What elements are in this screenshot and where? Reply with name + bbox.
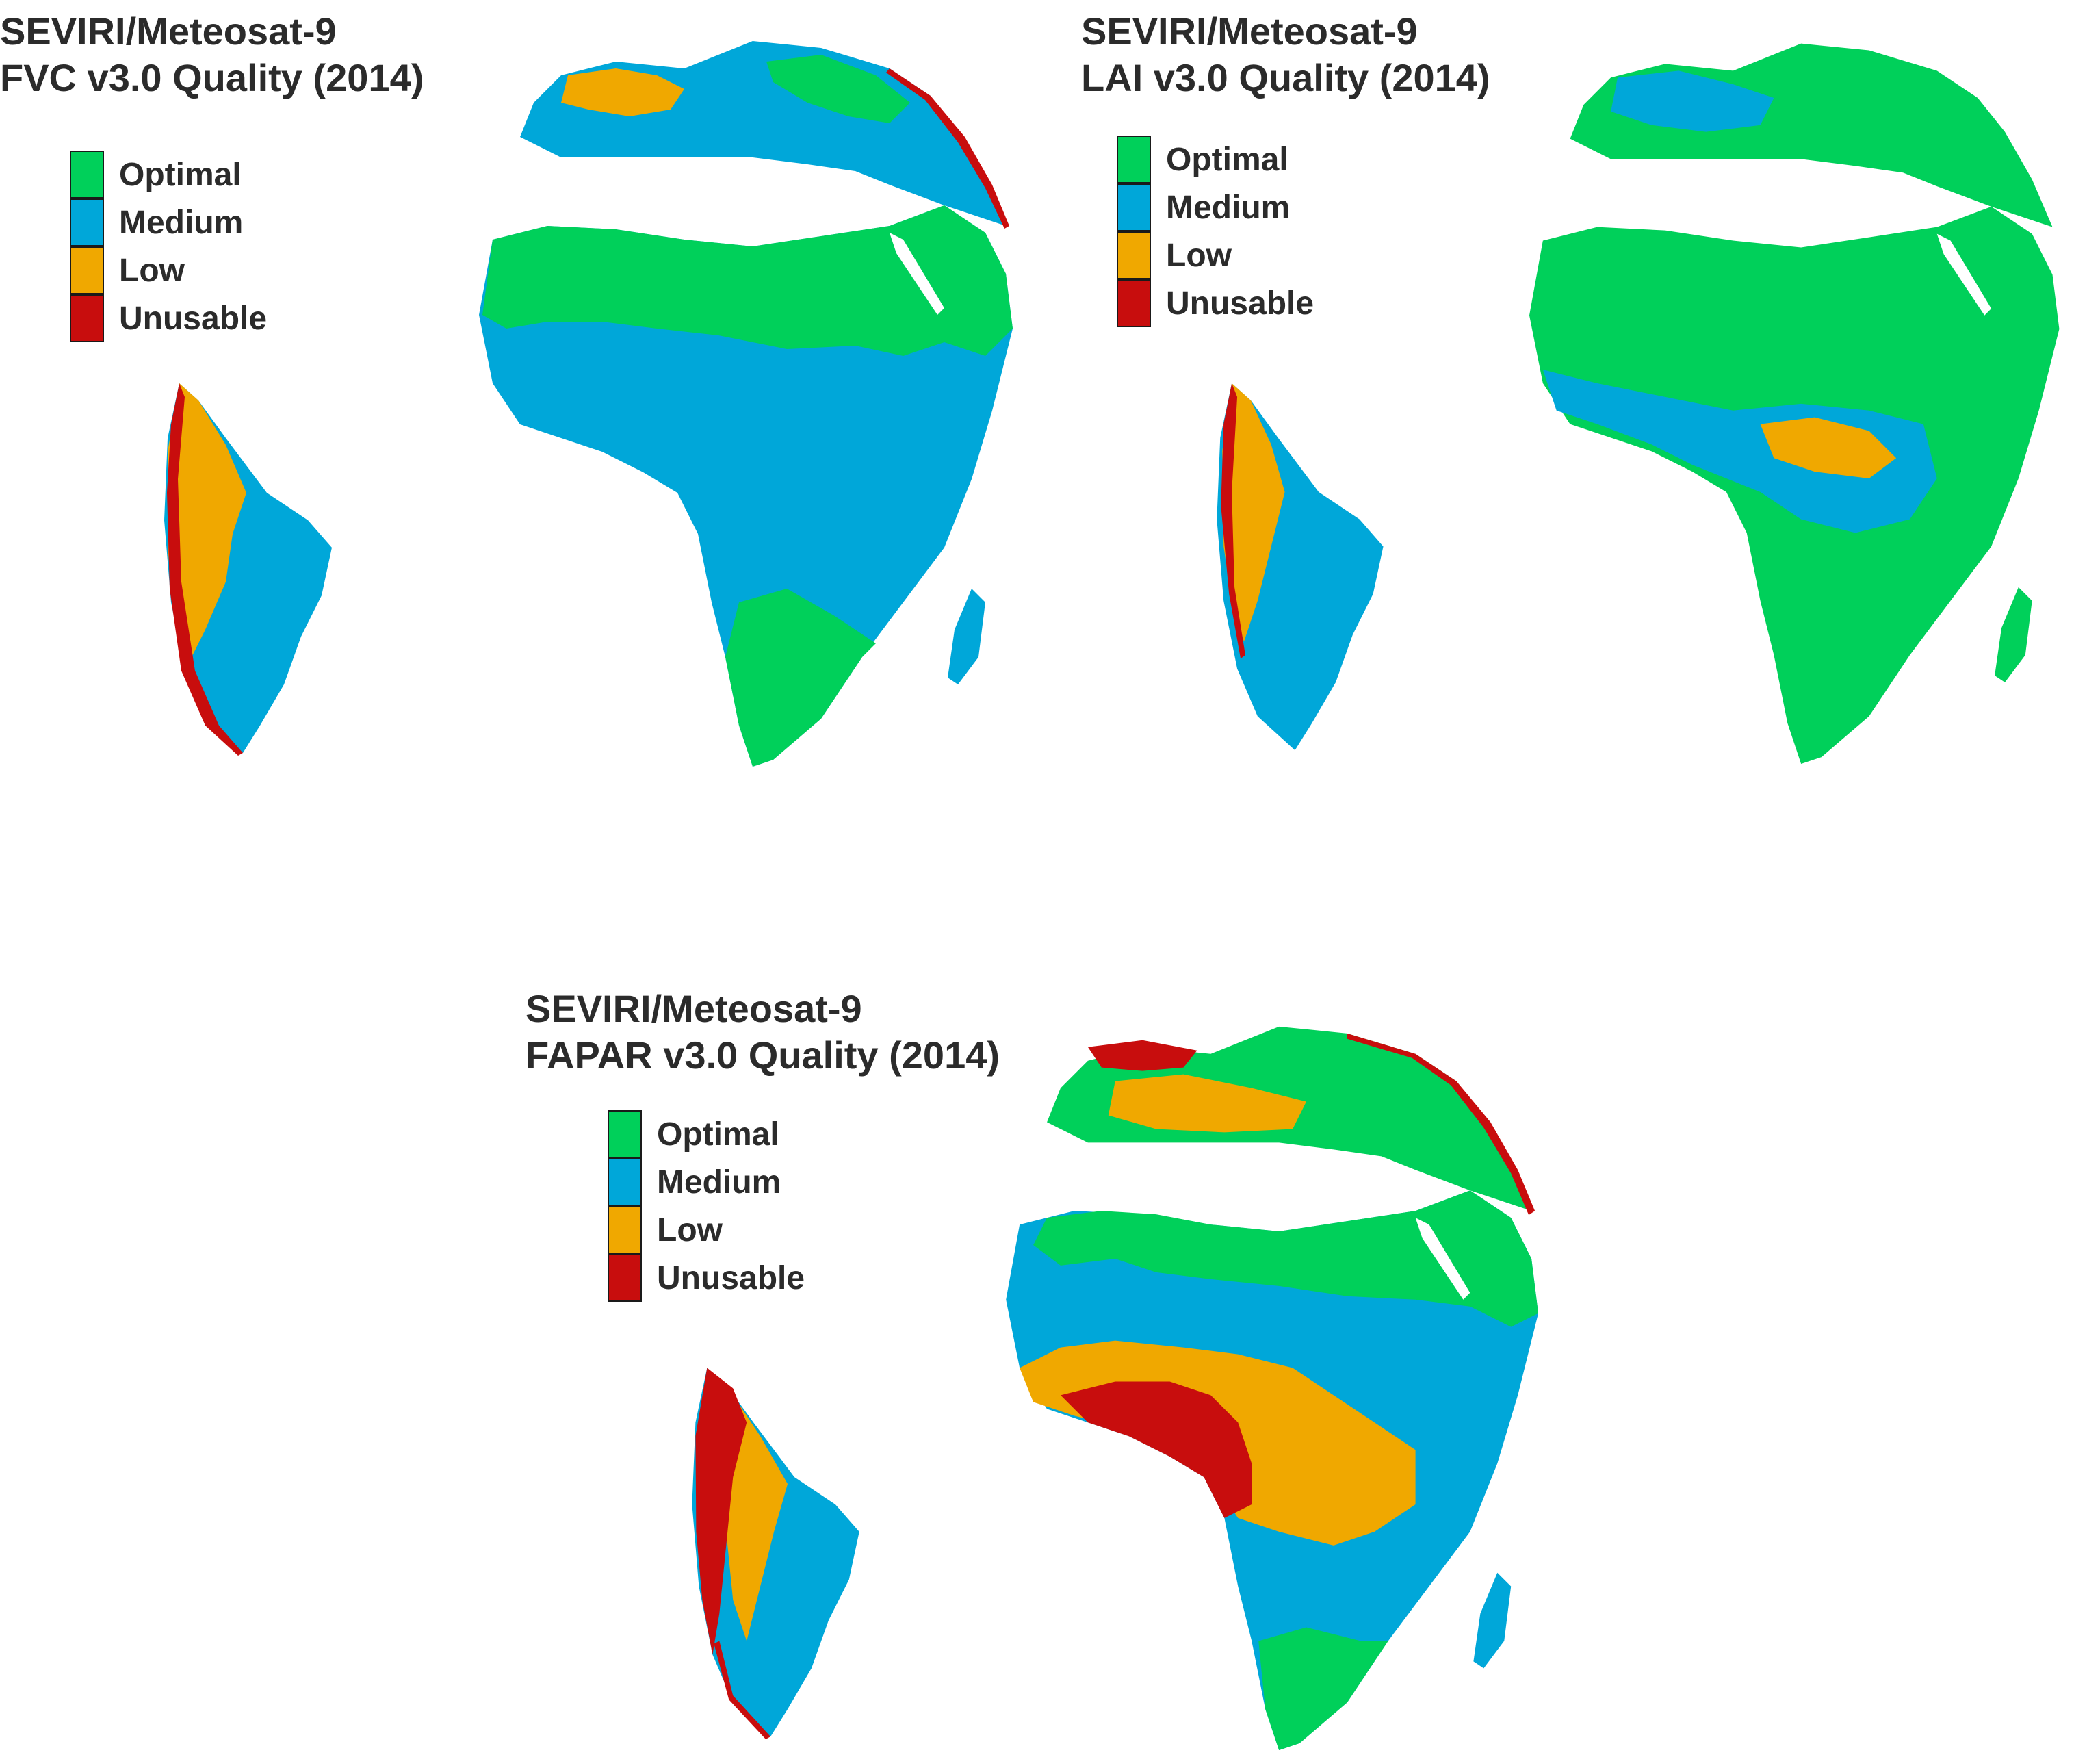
legend-label: Unusable bbox=[119, 300, 268, 337]
south-america-low-area bbox=[723, 1395, 788, 1641]
red-sea bbox=[890, 233, 944, 315]
legend-label: Low bbox=[657, 1211, 723, 1248]
legend-swatch bbox=[608, 1110, 642, 1158]
madagascar-region bbox=[1995, 587, 2032, 682]
quality-map bbox=[1217, 43, 2060, 765]
madagascar-region bbox=[948, 589, 985, 684]
mediterranean-sea bbox=[1665, 172, 1897, 214]
europe-low-area bbox=[1108, 1074, 1307, 1133]
legend-item-medium: Medium bbox=[1117, 183, 1314, 231]
legend-swatch bbox=[608, 1206, 642, 1254]
legend-swatch bbox=[70, 246, 104, 294]
legend-item-medium: Medium bbox=[70, 198, 267, 246]
legend-swatch bbox=[70, 198, 104, 246]
map-title: SEVIRI/Meteosat-9 FAPAR v3.0 Quality (20… bbox=[526, 986, 1000, 1079]
quality-map bbox=[164, 41, 1013, 767]
legend-item-unusable: Unusable bbox=[608, 1254, 805, 1302]
red-sea bbox=[1415, 1218, 1470, 1300]
legend-item-medium: Medium bbox=[608, 1158, 805, 1206]
legend-label: Low bbox=[119, 252, 185, 289]
mediterranean-sea bbox=[616, 171, 848, 212]
limb-edge bbox=[1221, 383, 1245, 659]
limb-edge bbox=[886, 68, 1009, 229]
europe-medium-area bbox=[1611, 70, 1774, 132]
europe-optimal-area bbox=[766, 55, 910, 123]
sahara-optimal-area bbox=[482, 205, 1013, 356]
southern-africa-optimal-area bbox=[725, 589, 876, 767]
legend-label: Unusable bbox=[657, 1259, 805, 1296]
legend: Optimal Medium Low Unusable bbox=[1117, 136, 1314, 327]
red-sea bbox=[1936, 233, 1992, 316]
legend-label: Medium bbox=[1166, 189, 1291, 226]
legend-swatch bbox=[1117, 136, 1151, 183]
legend-item-optimal: Optimal bbox=[1117, 136, 1314, 183]
madagascar-region bbox=[1473, 1572, 1512, 1669]
central-africa-medium-area bbox=[1542, 370, 1937, 533]
legend-swatch bbox=[1117, 231, 1151, 279]
legend-label: Optimal bbox=[657, 1116, 779, 1153]
title-line-1: SEVIRI/Meteosat-9 bbox=[526, 987, 862, 1030]
legend-item-low: Low bbox=[608, 1206, 805, 1254]
title-line-1: SEVIRI/Meteosat-9 bbox=[0, 10, 337, 53]
legend-item-unusable: Unusable bbox=[1117, 279, 1314, 327]
legend-swatch bbox=[608, 1254, 642, 1302]
sahara-optimal-area bbox=[1033, 1190, 1539, 1327]
south-america-unusable-area bbox=[695, 1368, 747, 1655]
quality-map bbox=[692, 1026, 1539, 1751]
legend-label: Medium bbox=[119, 204, 244, 241]
central-africa-low-area bbox=[1760, 417, 1897, 479]
legend-swatch bbox=[1117, 279, 1151, 327]
legend-label: Optimal bbox=[1166, 141, 1288, 178]
legend-item-unusable: Unusable bbox=[70, 294, 267, 342]
limb-edge bbox=[167, 383, 243, 756]
legend-label: Low bbox=[1166, 237, 1232, 274]
south-america-low-area bbox=[1222, 383, 1285, 642]
limb-edge bbox=[714, 1641, 771, 1740]
title-line-1: SEVIRI/Meteosat-9 bbox=[1081, 10, 1418, 53]
title-line-2: LAI v3.0 Quality (2014) bbox=[1081, 56, 1490, 99]
legend-label: Unusable bbox=[1166, 285, 1314, 322]
map-title: SEVIRI/Meteosat-9 FVC v3.0 Quality (2014… bbox=[0, 8, 424, 101]
legend: Optimal Medium Low Unusable bbox=[70, 151, 267, 342]
legend-swatch bbox=[608, 1158, 642, 1206]
legend-swatch bbox=[70, 294, 104, 342]
legend-label: Medium bbox=[657, 1164, 781, 1201]
title-line-2: FVC v3.0 Quality (2014) bbox=[0, 56, 424, 99]
mediterranean-sea bbox=[1142, 1156, 1375, 1198]
legend: Optimal Medium Low Unusable bbox=[608, 1110, 805, 1302]
southern-africa-optimal-area bbox=[1258, 1627, 1388, 1751]
legend-item-low: Low bbox=[1117, 231, 1314, 279]
legend-item-optimal: Optimal bbox=[608, 1110, 805, 1158]
legend-swatch bbox=[70, 151, 104, 198]
europe-unusable-area bbox=[1087, 1040, 1197, 1071]
legend-item-optimal: Optimal bbox=[70, 151, 267, 198]
legend-item-low: Low bbox=[70, 246, 267, 294]
south-america-low-area bbox=[168, 383, 246, 671]
title-line-2: FAPAR v3.0 Quality (2014) bbox=[526, 1034, 1000, 1077]
legend-swatch bbox=[1117, 183, 1151, 231]
legend-label: Optimal bbox=[119, 156, 242, 193]
map-title: SEVIRI/Meteosat-9 LAI v3.0 Quality (2014… bbox=[1081, 8, 1490, 101]
europe-low-area bbox=[561, 68, 684, 116]
